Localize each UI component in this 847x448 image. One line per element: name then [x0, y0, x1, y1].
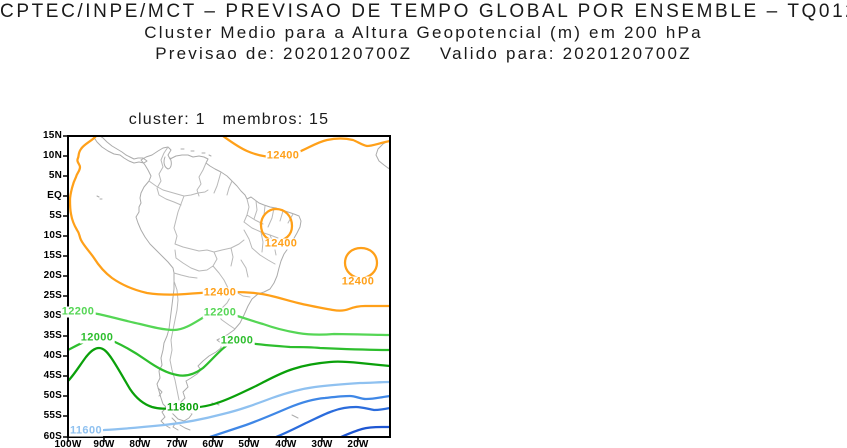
contour-12400-closed-brazil [259, 207, 294, 243]
contour-label-12400: 12400 [202, 286, 238, 299]
contour-12400-west [68, 136, 390, 312]
coastline-south-america [135, 146, 302, 422]
y-tick-label: 20S [43, 270, 62, 281]
contour-12400-closed-atlantic [343, 246, 379, 280]
y-tick-label: 5S [49, 210, 62, 221]
y-tick-label: 10S [43, 230, 62, 241]
y-tick-label: 35S [43, 330, 62, 341]
x-tick-label: 60W [202, 439, 224, 448]
lake-maracaibo [163, 156, 172, 170]
contour-label-11800: 11800 [166, 401, 200, 414]
x-axis-ticks [67, 437, 359, 442]
y-tick-label: 15N [43, 130, 62, 141]
y-tick-label: 50S [43, 390, 62, 401]
x-tick-label: 30W [311, 439, 333, 448]
y-tick-label: EQ [47, 190, 62, 201]
y-axis-ticks [63, 135, 68, 438]
plot-frame [63, 135, 391, 442]
y-tick-label: 30S [43, 310, 62, 321]
contour-12400-north [221, 136, 390, 159]
y-tick-label: 45S [43, 370, 62, 381]
x-tick-label: 40W [275, 439, 297, 448]
x-tick-label: 20W [347, 439, 369, 448]
page-title: CPTEC/INPE/MCT – PREVISAO DE TEMPO GLOBA… [0, 1, 847, 22]
country-borders [148, 146, 294, 401]
contour-11200 [274, 405, 390, 437]
contour-label-12200: 12200 [202, 306, 238, 319]
contour-label-11600: 11600 [69, 424, 103, 437]
contour-label-12000: 12000 [219, 334, 255, 347]
contour-11000 [339, 425, 390, 437]
contour-label-12400: 12400 [265, 149, 301, 162]
contour-label-12200: 12200 [60, 305, 96, 318]
y-tick-label: 15S [43, 250, 62, 261]
coastline-central-america [92, 136, 148, 164]
y-tick-label: 10N [43, 150, 62, 161]
y-tick-label: 55S [43, 410, 62, 421]
x-tick-label: 90W [93, 439, 115, 448]
y-tick-label: 40S [43, 350, 62, 361]
x-tick-label: 70W [166, 439, 188, 448]
cluster-members-label: cluster: 1 membros: 15 [128, 111, 330, 128]
contour-label-12000: 12000 [79, 331, 115, 344]
y-tick-label: 60S [43, 431, 62, 442]
contour-label-12400: 12400 [340, 275, 376, 288]
caribbean-islands [180, 148, 212, 157]
coastline-west-africa [375, 139, 390, 170]
forecast-validity-line: Previsao de: 2020120700Z Valido para: 20… [155, 44, 692, 63]
contour-label-12400: 12400 [263, 237, 299, 250]
x-tick-label: 80W [129, 439, 151, 448]
contour-11400 [208, 394, 390, 437]
y-tick-label: 25S [43, 290, 62, 301]
contour-11800 [68, 346, 390, 410]
page-subtitle: Cluster Medio para a Altura Geopotencial… [144, 23, 703, 42]
contour-11600 [68, 380, 390, 434]
x-tick-label: 50W [238, 439, 260, 448]
x-tick-label: 100W [54, 439, 82, 448]
plot-border [67, 135, 391, 438]
y-tick-label: 5N [48, 170, 62, 181]
